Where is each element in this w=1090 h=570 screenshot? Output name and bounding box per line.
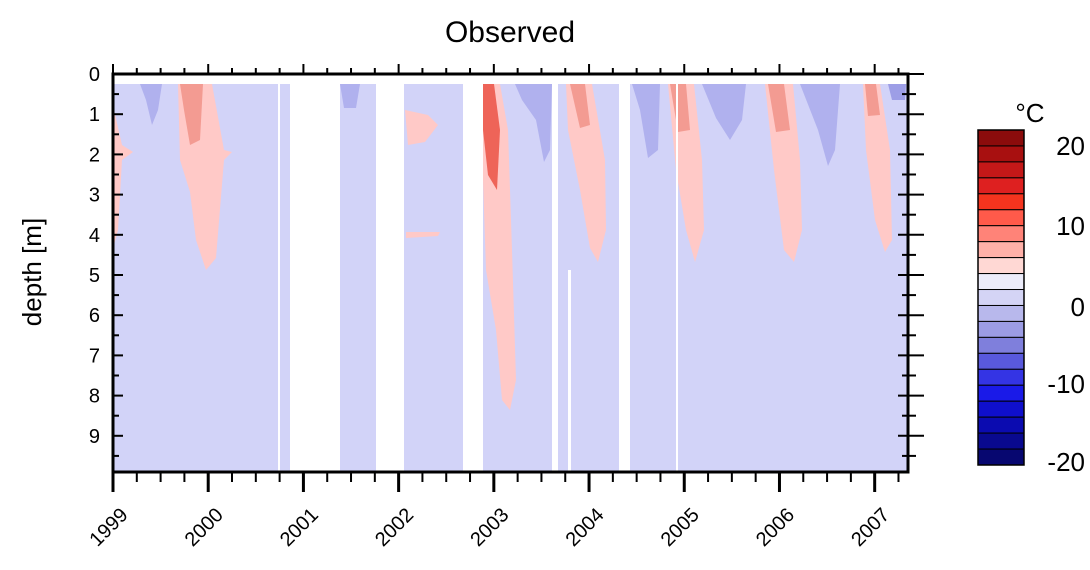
anomaly-2006 (765, 84, 802, 262)
anomaly-2003-core (483, 84, 500, 190)
colorbar-swatch (977, 368, 1025, 386)
colorbar-unit: °C (1015, 98, 1044, 128)
colorbar-swatch (977, 241, 1025, 259)
x-tick-label: 1999 (86, 504, 133, 551)
colorbar-frame (977, 129, 1025, 466)
y-tick-label: 6 (89, 305, 100, 327)
colorbar-swatch (977, 161, 1025, 179)
gap-line-2004 (568, 270, 571, 472)
plot-area (111, 72, 910, 474)
anomaly-2004-core (570, 84, 590, 128)
gap-line-2005 (676, 84, 678, 472)
x-tick-label: 2000 (181, 504, 228, 551)
anomaly-2005-core (670, 84, 690, 132)
colorbar-swatch (977, 336, 1025, 354)
surface-strip (113, 74, 908, 84)
y-tick-label: 4 (89, 225, 100, 247)
anomaly-2007 (863, 84, 892, 252)
gap-2001b (376, 84, 404, 472)
colorbar-swatch (977, 448, 1025, 466)
y-tick-label: 7 (89, 345, 100, 367)
cool-2004 (632, 84, 660, 158)
cool-2007 (888, 84, 906, 100)
y-tick-label: 0 (89, 64, 100, 86)
colorbar-swatch (977, 145, 1025, 163)
colorbar-swatch (977, 304, 1025, 322)
y-tick-label: 8 (89, 386, 100, 408)
x-tick-label: 2002 (371, 504, 418, 551)
colorbar-label: 0 (1071, 292, 1085, 322)
anomaly-2002 (405, 110, 438, 145)
colorbar-swatch (977, 225, 1025, 243)
x-tick-label: 2006 (752, 504, 799, 551)
cool-2001 (340, 84, 360, 108)
anomaly-2000-core (180, 84, 203, 145)
colorbar-swatch (977, 257, 1025, 275)
colorbar-swatch (977, 432, 1025, 450)
missing-data-gaps (278, 84, 678, 472)
colorbar-swatch (977, 384, 1025, 402)
x-tick-label: 2003 (466, 504, 513, 551)
cool-1999 (140, 84, 162, 125)
x-tick-label: 2004 (562, 504, 609, 551)
x-tick-label: 2001 (276, 504, 323, 551)
y-tick-label: 5 (89, 265, 100, 287)
colorbar-swatch (977, 193, 1025, 211)
gap-line-2000 (278, 84, 280, 472)
anomaly-2006-core (768, 84, 790, 132)
gap-2003 (552, 84, 558, 472)
gap-2002 (463, 84, 483, 472)
y-tick-label: 9 (89, 426, 100, 448)
colorbar-swatch (977, 289, 1025, 306)
colorbar-swatch (977, 209, 1025, 227)
plot-frame (111, 72, 910, 474)
colorbar-swatch (977, 177, 1025, 195)
colorbar-swatch (977, 273, 1025, 291)
y-axis-label: depth [m] (17, 218, 47, 326)
chart-title: Observed (445, 16, 575, 49)
colorbar-label: 20 (1056, 131, 1085, 161)
y-axis: 0 1 2 3 4 5 6 7 8 9 (89, 64, 924, 457)
cool-2005 (702, 84, 746, 140)
x-tick-label: 2007 (847, 504, 894, 551)
gap-2001a (290, 84, 340, 472)
anomaly-2004 (566, 84, 606, 262)
anomaly-1999 (114, 110, 133, 245)
colorbar-swatch (977, 129, 1025, 147)
cool-2003 (515, 84, 552, 162)
anomaly-2002-band (406, 232, 440, 238)
colorbar-swatch (977, 416, 1025, 434)
anomaly-2007-core (865, 84, 880, 116)
colorbar-swatch (977, 320, 1025, 338)
x-tick-label: 2005 (657, 504, 704, 551)
y-tick-label: 3 (89, 185, 100, 207)
colorbar: °C 20 10 0 -10 -20 (977, 98, 1085, 477)
cool-2006 (800, 84, 840, 166)
cool-anomalies (140, 84, 906, 166)
colorbar-swatch (977, 352, 1025, 370)
colorbar-label: 10 (1056, 211, 1085, 241)
y-tick-label: 1 (89, 104, 100, 126)
y-tick-label: 2 (89, 144, 100, 166)
colorbar-label: -10 (1047, 369, 1085, 399)
colorbar-label: -20 (1047, 447, 1085, 477)
colorbar-swatch (977, 400, 1025, 418)
gap-2004 (619, 84, 630, 472)
